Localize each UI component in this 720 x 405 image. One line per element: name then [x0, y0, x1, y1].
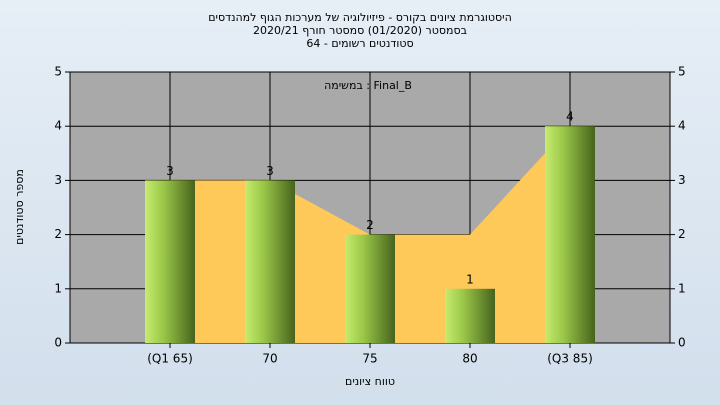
- chart-subtitle: בסמסטר (01/2020) סמסטר חורף 2020/21: [253, 24, 467, 37]
- y2-tick-label: 0: [678, 336, 686, 350]
- y-axis-label: מספר סטודנטים: [13, 169, 26, 245]
- x-tick-label: 70: [262, 352, 277, 366]
- bar-value-label: 2: [366, 218, 374, 232]
- y-tick-label: 3: [54, 173, 62, 187]
- bar: [545, 126, 595, 343]
- x-tick-label: 80: [462, 352, 477, 366]
- bar: [445, 288, 495, 343]
- x-axis-label: טווח ציונים: [345, 375, 395, 388]
- bar: [245, 180, 295, 343]
- bar: [145, 180, 195, 343]
- y-tick-label: 0: [54, 336, 62, 350]
- bar-value-label: 3: [166, 164, 174, 178]
- y-tick-label: 2: [54, 227, 62, 241]
- y2-tick-label: 1: [678, 281, 686, 295]
- annotation: במשימה : Final_B: [324, 79, 412, 92]
- y-tick-label: 1: [54, 281, 62, 295]
- chart-subtitle: סטודנטים רשומים - 64: [306, 37, 413, 50]
- y2-tick-label: 5: [678, 65, 686, 79]
- x-tick-label: (Q1 65): [147, 352, 193, 366]
- y2-tick-label: 3: [678, 173, 686, 187]
- bar: [345, 234, 395, 343]
- chart-title: היסטוגרמת ציונים בקורס - פיזיולוגיה של מ…: [208, 11, 512, 24]
- y-tick-label: 5: [54, 65, 62, 79]
- y2-tick-label: 2: [678, 227, 686, 241]
- bar-value-label: 3: [266, 164, 274, 178]
- bar-value-label: 4: [566, 110, 574, 124]
- x-tick-label: (Q3 85): [547, 352, 593, 366]
- bar-value-label: 1: [466, 272, 474, 286]
- y2-tick-label: 4: [678, 119, 686, 133]
- x-tick-label: 75: [362, 352, 377, 366]
- y-tick-label: 4: [54, 119, 62, 133]
